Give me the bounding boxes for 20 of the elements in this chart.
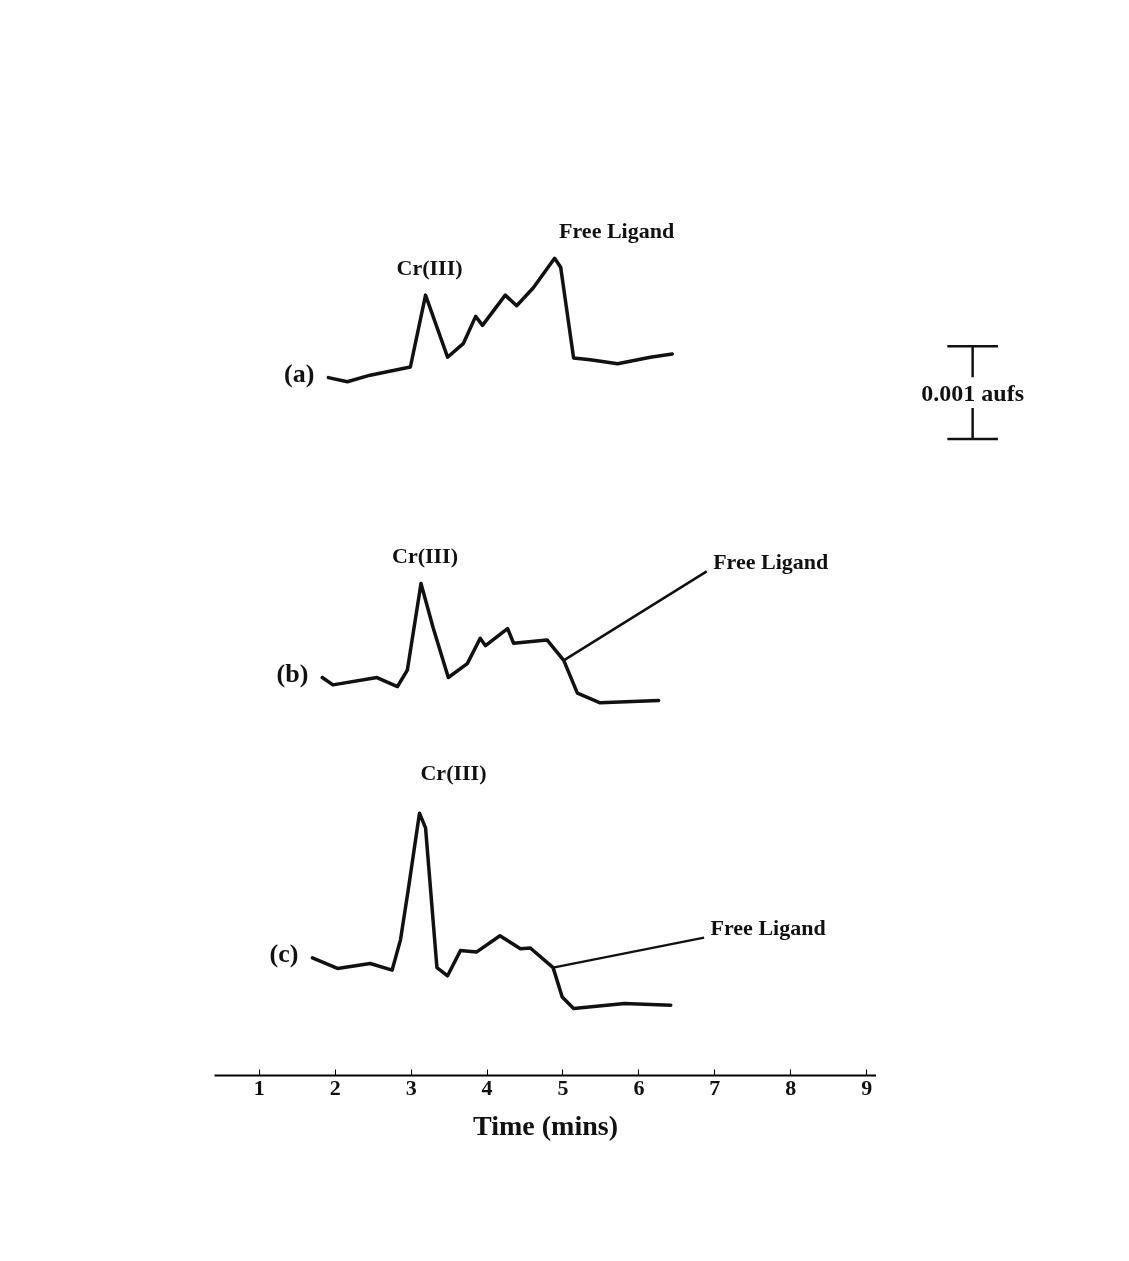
x-tick-label: 2: [329, 1074, 341, 1100]
x-tick-label: 3: [405, 1074, 417, 1100]
annotation: Cr(III): [396, 254, 463, 280]
x-tick-label: 7: [709, 1074, 721, 1100]
x-tick-label: 8: [785, 1074, 797, 1100]
series-label: (a): [284, 359, 315, 389]
x-tick-label: 9: [861, 1074, 873, 1100]
annotation: Cr(III): [392, 543, 458, 569]
annotation: Free Ligand: [710, 915, 826, 941]
x-axis-title: Time (mins): [473, 1109, 618, 1141]
annotation: Free Ligand: [713, 548, 829, 574]
annotation: Free Ligand: [559, 217, 675, 243]
series-label: (c): [269, 939, 299, 969]
text: 0.001 aufs: [921, 379, 1024, 406]
x-tick-label: 6: [633, 1074, 645, 1100]
x-tick-label: 1: [253, 1074, 265, 1100]
series-label: (b): [276, 659, 309, 689]
x-tick-label: 5: [557, 1074, 569, 1100]
annotation: Cr(III): [420, 759, 487, 785]
x-tick-label: 4: [481, 1074, 493, 1100]
